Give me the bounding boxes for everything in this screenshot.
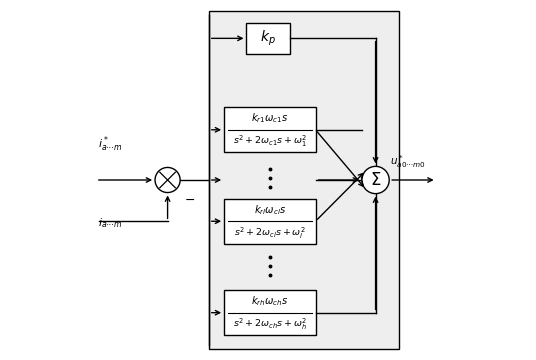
Text: $s^2+2\omega_{c1}s+\omega_1^2$: $s^2+2\omega_{c1}s+\omega_1^2$ bbox=[233, 134, 307, 149]
Bar bbox=[224, 290, 316, 335]
Bar bbox=[209, 12, 399, 348]
Circle shape bbox=[362, 166, 389, 194]
Text: $k_{r1}\omega_{c1}s$: $k_{r1}\omega_{c1}s$ bbox=[251, 111, 288, 125]
Text: $k_{rl}\omega_{cl}s$: $k_{rl}\omega_{cl}s$ bbox=[254, 203, 286, 217]
Text: $k_p$: $k_p$ bbox=[260, 29, 276, 48]
Text: $s^2+2\omega_{cl}s+\omega_l^2$: $s^2+2\omega_{cl}s+\omega_l^2$ bbox=[234, 225, 306, 241]
Text: $-$: $-$ bbox=[184, 193, 195, 206]
Bar bbox=[224, 107, 316, 152]
Text: $u^*_{a0\cdots m0}$: $u^*_{a0\cdots m0}$ bbox=[390, 154, 426, 171]
Bar bbox=[224, 199, 316, 244]
Text: $\Sigma$: $\Sigma$ bbox=[370, 171, 381, 189]
Text: $i^*_{a\cdots m}$: $i^*_{a\cdots m}$ bbox=[98, 134, 122, 154]
Circle shape bbox=[155, 167, 180, 193]
Bar bbox=[247, 23, 289, 54]
Text: $k_{rh}\omega_{ch}s$: $k_{rh}\omega_{ch}s$ bbox=[251, 294, 288, 308]
Text: $i_{a\cdots m}$: $i_{a\cdots m}$ bbox=[98, 216, 122, 230]
Text: $s^2+2\omega_{ch}s+\omega_h^2$: $s^2+2\omega_{ch}s+\omega_h^2$ bbox=[233, 317, 307, 332]
